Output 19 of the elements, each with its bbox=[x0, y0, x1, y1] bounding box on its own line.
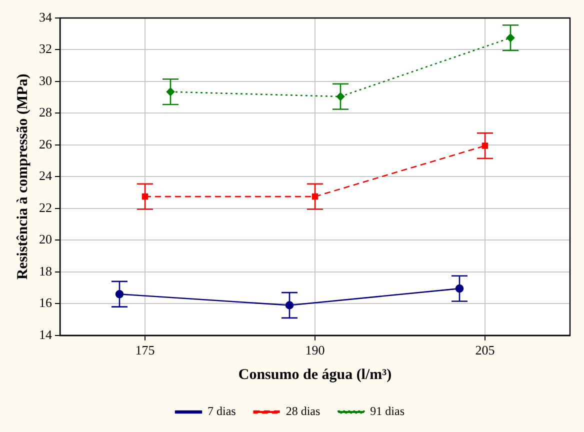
x-tick-label: 190 bbox=[305, 342, 325, 358]
y-tick-label: 32 bbox=[39, 41, 52, 56]
y-tick-label: 18 bbox=[39, 263, 52, 278]
y-tick-label: 22 bbox=[39, 200, 52, 215]
x-tick-label: 205 bbox=[475, 342, 495, 358]
y-tick-label: 26 bbox=[39, 136, 52, 152]
y-tick-label: 14 bbox=[39, 326, 52, 342]
y-tick-label: 34 bbox=[39, 9, 52, 24]
legend-label: 28 dias bbox=[286, 404, 320, 418]
y-tick-label: 16 bbox=[39, 295, 52, 310]
x-tick-label: 175 bbox=[135, 342, 155, 358]
legend-label: 91 dias bbox=[370, 404, 405, 418]
y-tick-label: 28 bbox=[39, 104, 52, 120]
x-axis-title: Consumo de água (l/m³) bbox=[238, 366, 392, 383]
y-axis-title: Resistência à compressão (MPa) bbox=[14, 74, 31, 280]
legend-label: 7 dias bbox=[208, 404, 236, 418]
y-tick-label: 30 bbox=[39, 72, 52, 88]
y-tick-label: 24 bbox=[39, 168, 52, 184]
y-tick-label: 20 bbox=[39, 232, 52, 247]
